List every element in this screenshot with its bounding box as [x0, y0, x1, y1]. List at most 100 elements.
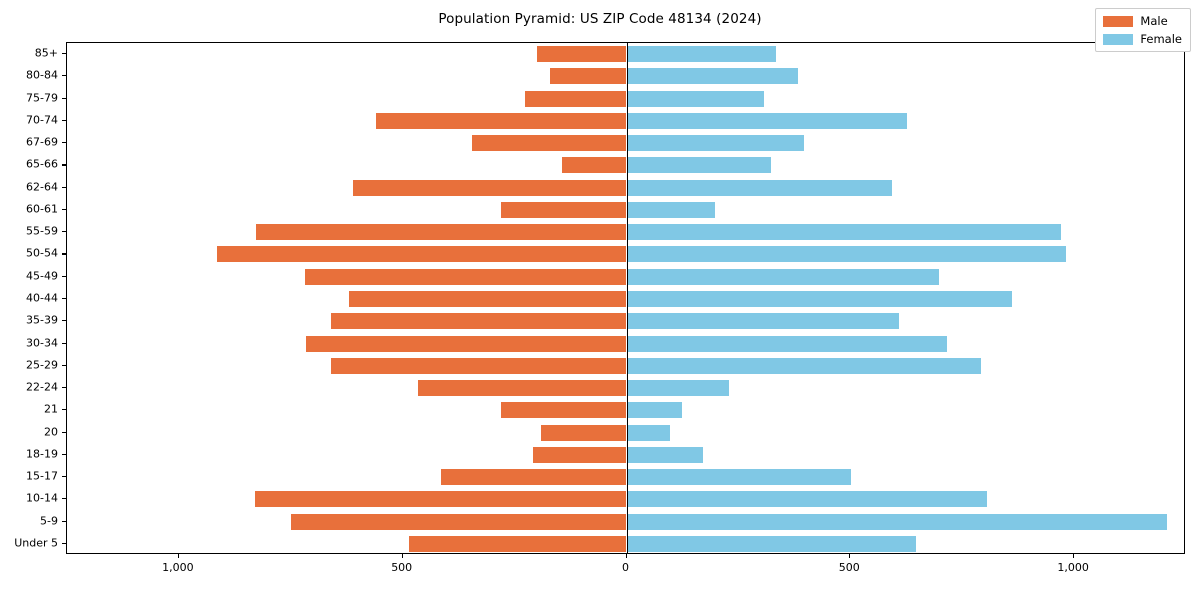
y-tick-mark — [62, 142, 66, 144]
bar-female[interactable] — [626, 112, 908, 129]
legend-swatch-male — [1103, 15, 1134, 27]
bar-row — [67, 112, 1184, 129]
y-tick-mark — [62, 542, 66, 544]
bar-row — [67, 535, 1184, 552]
bar-female[interactable] — [626, 335, 947, 352]
y-tick-label: 35-39 — [26, 313, 58, 327]
y-tick-label: 21 — [44, 402, 58, 416]
bar-female[interactable] — [626, 135, 804, 152]
bar-male[interactable] — [409, 535, 627, 552]
y-tick-mark — [62, 342, 66, 344]
x-axis: 1,000 500 0 500 1,000 — [66, 554, 1185, 594]
bar-male[interactable] — [306, 335, 627, 352]
bar-female[interactable] — [626, 357, 981, 374]
bar-row — [67, 402, 1184, 419]
bar-male[interactable] — [532, 446, 627, 463]
bar-row — [67, 380, 1184, 397]
bar-row — [67, 335, 1184, 352]
bar-male[interactable] — [353, 179, 627, 196]
y-tick-label: 85+ — [34, 46, 58, 60]
y-tick-label: 15-17 — [26, 469, 58, 483]
legend-entry-male: Male — [1103, 14, 1182, 28]
bar-female[interactable] — [626, 179, 893, 196]
y-tick-label: 10-14 — [26, 491, 58, 505]
bar-female[interactable] — [626, 90, 765, 107]
bar-female[interactable] — [626, 46, 776, 63]
y-tick-label: 40-44 — [26, 291, 58, 305]
y-tick-mark — [62, 520, 66, 522]
x-tick-label: 0 — [622, 561, 629, 574]
bar-male[interactable] — [440, 469, 627, 486]
y-tick-mark — [62, 275, 66, 277]
y-tick-mark — [62, 231, 66, 233]
y-tick-mark — [62, 164, 66, 166]
y-tick-label: 5-9 — [40, 514, 58, 528]
legend-label-male: Male — [1140, 14, 1168, 28]
bar-female[interactable] — [626, 535, 916, 552]
bar-female[interactable] — [626, 68, 798, 85]
bar-female[interactable] — [626, 201, 716, 218]
bar-male[interactable] — [418, 380, 627, 397]
bar-male[interactable] — [304, 268, 627, 285]
bars-layer — [67, 43, 1184, 553]
bar-male[interactable] — [348, 290, 627, 307]
bar-row — [67, 157, 1184, 174]
bar-male[interactable] — [549, 68, 627, 85]
y-tick-label: 67-69 — [26, 135, 58, 149]
bar-male[interactable] — [536, 46, 627, 63]
y-tick-label: 30-34 — [26, 336, 58, 350]
x-tick-mark — [401, 554, 403, 558]
y-tick-label: 45-49 — [26, 269, 58, 283]
bar-female[interactable] — [626, 446, 704, 463]
y-tick-mark — [62, 208, 66, 211]
bar-male[interactable] — [501, 402, 627, 419]
x-tick-label: 500 — [838, 561, 860, 574]
y-tick-mark — [62, 119, 66, 121]
bar-male[interactable] — [256, 224, 627, 241]
bar-male[interactable] — [472, 135, 627, 152]
bar-male[interactable] — [254, 491, 627, 508]
bar-female[interactable] — [626, 313, 899, 330]
bar-row — [67, 491, 1184, 508]
y-tick-label: 80-84 — [26, 68, 58, 82]
bar-male[interactable] — [501, 201, 627, 218]
bar-female[interactable] — [626, 513, 1168, 530]
y-tick-label: 18-19 — [26, 447, 58, 461]
bar-female[interactable] — [626, 157, 772, 174]
bar-female[interactable] — [626, 268, 939, 285]
y-tick-label: 62-64 — [26, 180, 58, 194]
y-tick-mark — [62, 53, 66, 55]
chart-title: Population Pyramid: US ZIP Code 48134 (2… — [438, 11, 762, 27]
bar-male[interactable] — [331, 313, 627, 330]
y-tick-label: 65-66 — [26, 157, 58, 171]
zero-axis-line — [626, 43, 628, 553]
y-tick-mark — [62, 364, 66, 366]
bar-female[interactable] — [626, 246, 1067, 263]
bar-male[interactable] — [331, 357, 627, 374]
y-tick-mark — [62, 431, 66, 433]
bar-female[interactable] — [626, 380, 729, 397]
bar-female[interactable] — [626, 491, 988, 508]
bar-male[interactable] — [216, 246, 627, 263]
bar-male[interactable] — [541, 424, 627, 441]
bar-female[interactable] — [626, 424, 671, 441]
bar-female[interactable] — [626, 224, 1062, 241]
y-tick-mark — [62, 298, 66, 300]
y-tick-mark — [62, 186, 66, 188]
bar-male[interactable] — [524, 90, 627, 107]
bar-male[interactable] — [375, 112, 627, 129]
legend-entry-female: Female — [1103, 32, 1182, 46]
bar-male[interactable] — [290, 513, 627, 530]
y-tick-label: 55-59 — [26, 224, 58, 238]
bar-female[interactable] — [626, 402, 682, 419]
y-tick-label: 20 — [44, 425, 58, 439]
bar-row — [67, 469, 1184, 486]
bar-row — [67, 135, 1184, 152]
bar-row — [67, 446, 1184, 463]
bar-row — [67, 90, 1184, 107]
y-tick-label: 50-54 — [26, 246, 58, 260]
bar-female[interactable] — [626, 290, 1013, 307]
bar-female[interactable] — [626, 469, 852, 486]
bar-male[interactable] — [561, 157, 627, 174]
y-tick-label: 25-29 — [26, 358, 58, 372]
